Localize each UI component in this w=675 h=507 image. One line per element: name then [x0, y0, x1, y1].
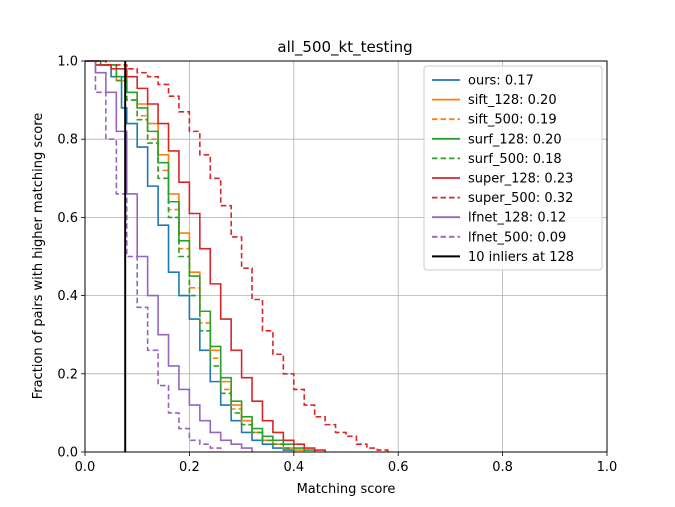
series-line-5 — [85, 60, 295, 452]
y-axis-label: Fraction of pairs with higher matching s… — [31, 113, 46, 400]
x-tick-label: 1.0 — [597, 460, 618, 475]
legend-label-9: lfnet_500: 0.09 — [468, 230, 566, 245]
legend-label-8: lfnet_128: 0.12 — [468, 211, 566, 226]
y-tick-label: 0.6 — [57, 211, 78, 226]
x-tick-label: 0.0 — [75, 460, 96, 475]
axes-frame — [84, 60, 608, 453]
ticks: 0.0 0.2 0.4 0.6 0.8 1.0 0.0 0.2 0.4 0.6 0.8 1.0 — [57, 55, 617, 476]
x-tick-label: 0.2 — [179, 460, 200, 475]
series-layer — [85, 60, 389, 452]
x-tick-label: 0.6 — [388, 460, 409, 475]
y-tick-label: 0.0 — [57, 446, 78, 461]
y-tick-label: 0.8 — [57, 133, 78, 148]
y-tick-label: 1.0 — [57, 55, 78, 70]
series-line-2 — [85, 60, 306, 452]
legend-label-1: ours: 0.17 — [468, 74, 534, 89]
legend-label-4: surf_128: 0.20 — [468, 132, 562, 147]
legend-label-7: super_500: 0.32 — [468, 191, 573, 206]
x-tick-label: 0.8 — [492, 460, 513, 475]
x-tick-label: 0.4 — [283, 460, 304, 475]
legend-label-2: sift_128: 0.20 — [468, 93, 557, 108]
series-line-6 — [85, 60, 326, 452]
series-line-8 — [85, 60, 253, 452]
x-axis-label: Matching score — [297, 482, 396, 497]
legend: ours: 0.17 sift_128: 0.20 sift_500: 0.19 su… — [423, 65, 603, 271]
series-line-7 — [85, 60, 389, 452]
legend-label-3: sift_500: 0.19 — [468, 113, 557, 128]
legend-label-5: surf_500: 0.18 — [468, 152, 562, 167]
legend-label-10: 10 inliers at 128 — [468, 250, 574, 265]
y-tick-label: 0.4 — [57, 289, 78, 304]
legend-frame — [423, 65, 603, 271]
series-line-9 — [85, 60, 222, 452]
legend-label-6: super_128: 0.23 — [468, 172, 573, 187]
y-tick-label: 0.2 — [57, 367, 78, 382]
chart-title: all_500_kt_testing — [277, 38, 412, 57]
series-line-4 — [85, 60, 316, 452]
